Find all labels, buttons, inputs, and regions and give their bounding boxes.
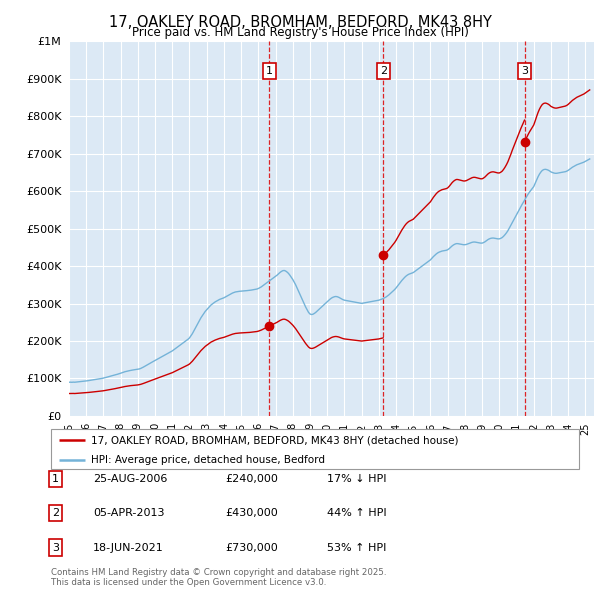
Text: 53% ↑ HPI: 53% ↑ HPI: [327, 543, 386, 552]
Text: 1: 1: [52, 474, 59, 484]
Text: 17% ↓ HPI: 17% ↓ HPI: [327, 474, 386, 484]
Text: Contains HM Land Registry data © Crown copyright and database right 2025.: Contains HM Land Registry data © Crown c…: [51, 568, 386, 577]
Text: This data is licensed under the Open Government Licence v3.0.: This data is licensed under the Open Gov…: [51, 578, 326, 587]
Text: 44% ↑ HPI: 44% ↑ HPI: [327, 509, 386, 518]
Text: £240,000: £240,000: [225, 474, 278, 484]
Text: HPI: Average price, detached house, Bedford: HPI: Average price, detached house, Bedf…: [91, 455, 325, 466]
Text: 25-AUG-2006: 25-AUG-2006: [93, 474, 167, 484]
Text: 05-APR-2013: 05-APR-2013: [93, 509, 164, 518]
Text: £430,000: £430,000: [225, 509, 278, 518]
Text: 17, OAKLEY ROAD, BROMHAM, BEDFORD, MK43 8HY: 17, OAKLEY ROAD, BROMHAM, BEDFORD, MK43 …: [109, 15, 491, 30]
Text: 2: 2: [380, 66, 387, 76]
FancyBboxPatch shape: [51, 429, 579, 469]
Text: 3: 3: [521, 66, 528, 76]
Text: 1: 1: [266, 66, 273, 76]
Text: £730,000: £730,000: [225, 543, 278, 552]
Text: Price paid vs. HM Land Registry's House Price Index (HPI): Price paid vs. HM Land Registry's House …: [131, 26, 469, 39]
Text: 2: 2: [52, 509, 59, 518]
Text: 18-JUN-2021: 18-JUN-2021: [93, 543, 164, 552]
Text: 17, OAKLEY ROAD, BROMHAM, BEDFORD, MK43 8HY (detached house): 17, OAKLEY ROAD, BROMHAM, BEDFORD, MK43 …: [91, 435, 458, 445]
Text: 3: 3: [52, 543, 59, 552]
